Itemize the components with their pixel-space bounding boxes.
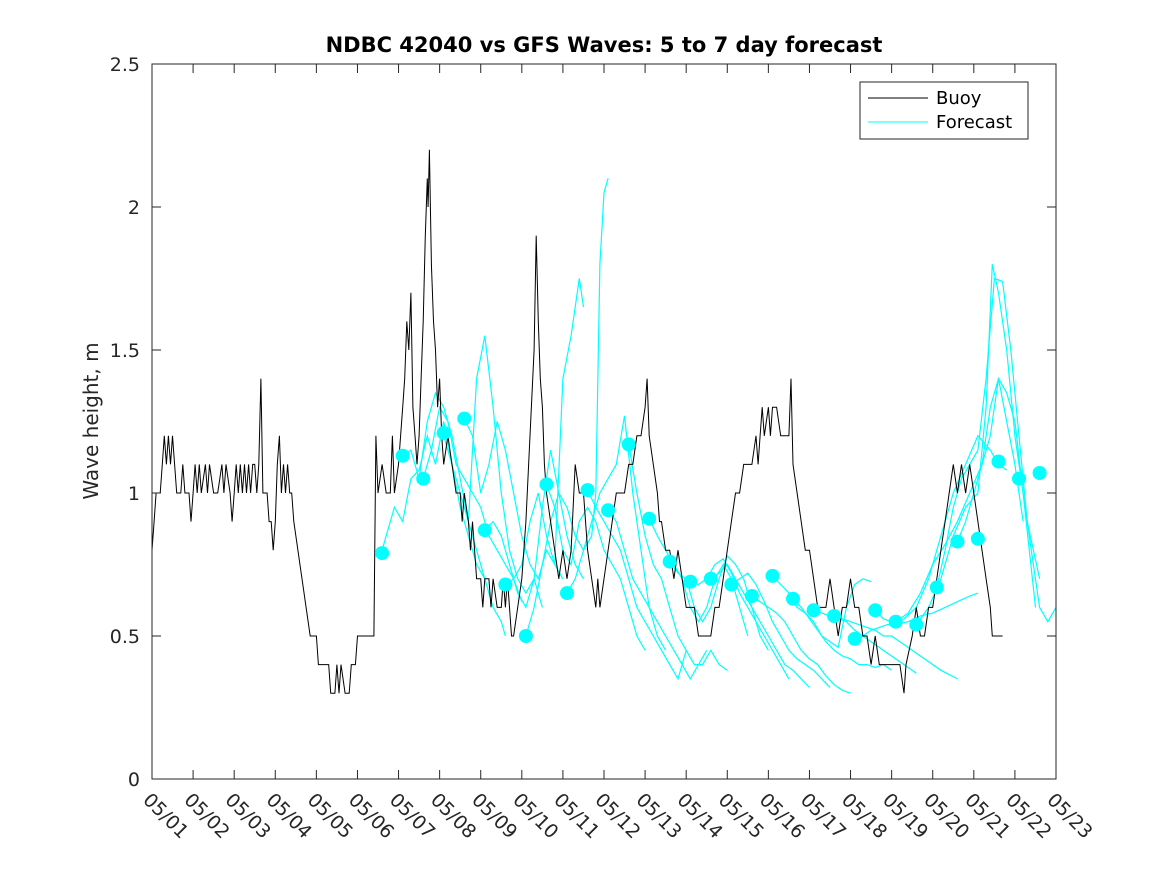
forecast-line — [895, 378, 1024, 623]
forecast-marker — [888, 614, 903, 629]
forecast-marker — [847, 631, 862, 646]
forecast-marker — [703, 571, 718, 586]
forecast-marker — [662, 554, 677, 569]
legend-label-forecast: Forecast — [936, 112, 1012, 133]
chart-title: NDBC 42040 vs GFS Waves: 5 to 7 day fore… — [326, 33, 883, 57]
forecast-line — [587, 489, 687, 681]
forecast-line — [731, 572, 831, 688]
forecast-marker — [416, 471, 431, 486]
forecast-marker — [601, 503, 616, 518]
forecast-line — [463, 418, 564, 581]
forecast-line — [833, 615, 958, 680]
forecast-marker — [909, 617, 924, 632]
y-tick-label: 0.5 — [110, 626, 140, 648]
forecast-marker — [498, 577, 513, 592]
plot-area — [151, 149, 1057, 694]
forecast-marker — [786, 591, 800, 606]
forecast-marker — [395, 448, 410, 463]
forecast-line — [422, 405, 523, 602]
forecast-line — [607, 509, 708, 681]
forecast-line — [381, 421, 486, 580]
legend: Buoy Forecast — [859, 81, 1029, 140]
forecast-marker — [375, 546, 390, 561]
forecast-marker — [929, 580, 944, 595]
y-tick-label: 0 — [128, 769, 140, 791]
forecast-line — [936, 277, 1041, 588]
forecast-marker — [518, 629, 533, 643]
forecast-marker — [991, 454, 1006, 469]
y-tick-label: 1 — [128, 483, 140, 505]
forecast-marker — [642, 511, 657, 526]
forecast-line — [525, 178, 609, 637]
forecast-line — [505, 278, 585, 585]
y-tick-label: 2.5 — [110, 54, 140, 76]
forecast-marker — [621, 437, 636, 452]
y-tick-label: 1.5 — [110, 340, 140, 362]
forecast-marker — [744, 589, 759, 603]
forecast-marker — [970, 531, 985, 546]
forecast-marker — [868, 603, 883, 618]
forecast-line — [484, 449, 585, 609]
forecast-marker — [457, 411, 472, 426]
forecast-marker — [683, 574, 698, 589]
legend-label-buoy: Buoy — [936, 88, 982, 109]
forecast-marker — [827, 609, 842, 623]
forecast-line — [792, 598, 892, 671]
forecast-marker — [539, 477, 554, 492]
forecast-marker — [950, 534, 965, 549]
forecast-marker — [1032, 466, 1047, 480]
forecast-marker — [765, 568, 780, 583]
forecast-marker — [1012, 471, 1026, 486]
forecast-marker — [477, 523, 492, 538]
y-axis-label: Wave height, m — [79, 342, 103, 499]
y-tick-label: 2 — [128, 197, 140, 219]
forecast-line — [751, 595, 851, 694]
forecast-line — [854, 592, 979, 640]
forecast-line — [710, 563, 810, 688]
forecast-marker — [560, 586, 574, 601]
legend-box — [859, 81, 1029, 140]
forecast-marker — [724, 577, 739, 592]
forecast-marker — [436, 425, 451, 440]
forecast-marker — [806, 603, 821, 618]
forecast-line — [628, 444, 728, 671]
forecast-line — [915, 264, 1037, 625]
forecast-marker — [580, 483, 595, 498]
